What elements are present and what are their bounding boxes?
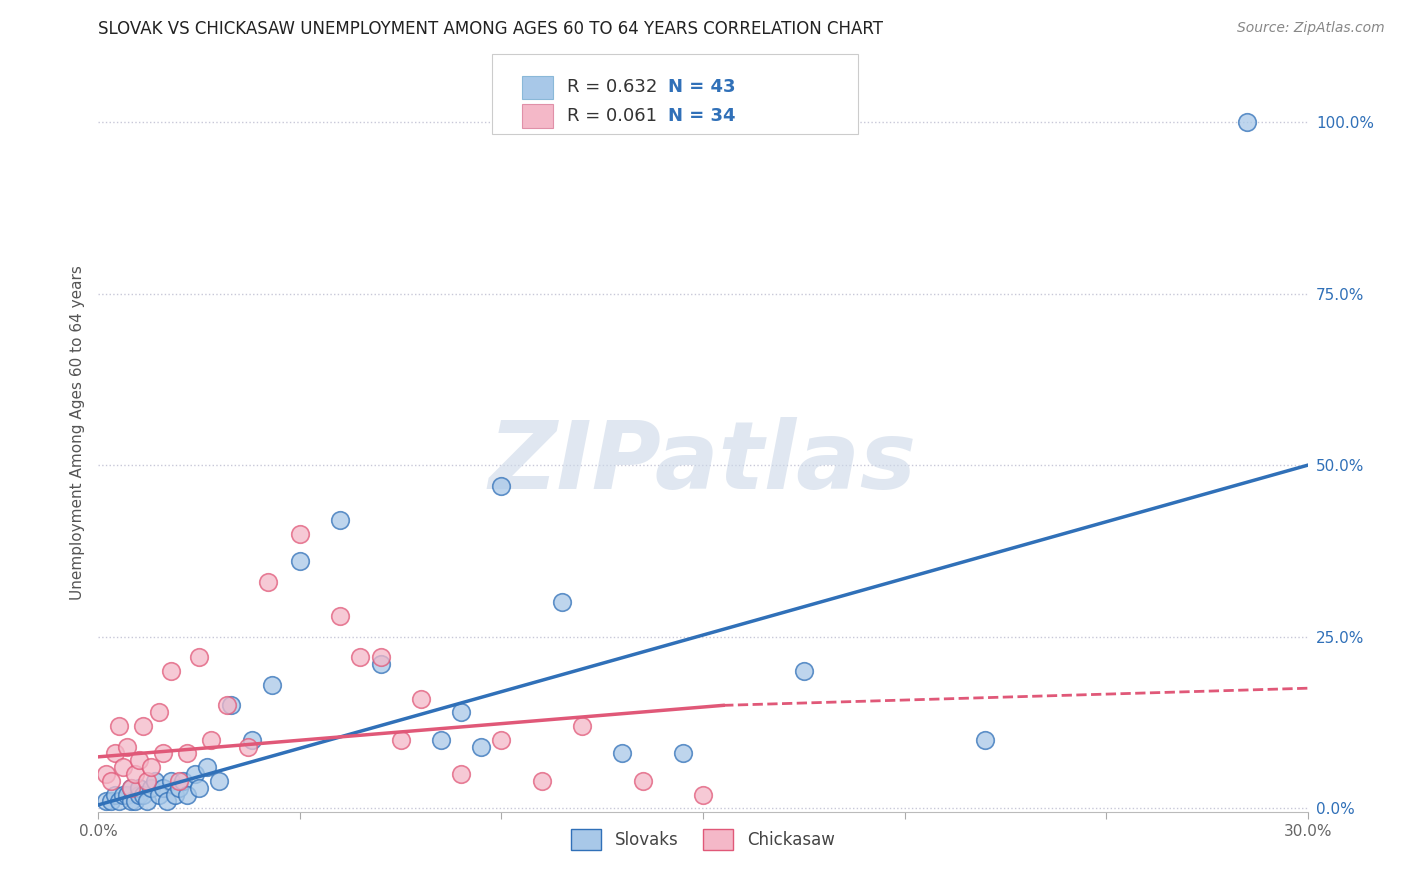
Point xyxy=(148,788,170,802)
Point xyxy=(260,678,283,692)
Text: Source: ZipAtlas.com: Source: ZipAtlas.com xyxy=(1237,21,1385,36)
Point xyxy=(221,698,243,713)
Point xyxy=(115,788,138,802)
Point xyxy=(139,760,162,774)
Point xyxy=(132,788,155,802)
Point xyxy=(612,747,634,761)
Point xyxy=(120,780,142,795)
Point xyxy=(1236,115,1258,129)
Point xyxy=(143,773,166,788)
Text: R = 0.061: R = 0.061 xyxy=(567,107,673,125)
Point xyxy=(124,767,146,781)
Point xyxy=(491,479,513,493)
Point xyxy=(470,739,492,754)
Point xyxy=(160,664,183,678)
Point xyxy=(530,773,553,788)
Point xyxy=(551,595,574,609)
Point xyxy=(96,794,118,808)
Point xyxy=(100,794,122,808)
Point xyxy=(103,747,125,761)
Point xyxy=(240,732,263,747)
Point xyxy=(200,732,222,747)
Text: N = 34: N = 34 xyxy=(668,107,735,125)
Point xyxy=(152,780,174,795)
Point xyxy=(132,719,155,733)
Point xyxy=(107,719,129,733)
Point xyxy=(349,650,371,665)
Point xyxy=(631,773,654,788)
Point xyxy=(156,794,179,808)
Point xyxy=(111,760,134,774)
Point xyxy=(329,609,352,624)
Text: ZIPatlas: ZIPatlas xyxy=(489,417,917,509)
Legend: Slovaks, Chickasaw: Slovaks, Chickasaw xyxy=(565,822,841,856)
Point xyxy=(974,732,997,747)
Point xyxy=(450,705,472,719)
Point xyxy=(128,788,150,802)
Point xyxy=(115,739,138,754)
Point xyxy=(139,780,162,795)
Point xyxy=(100,773,122,788)
Text: SLOVAK VS CHICKASAW UNEMPLOYMENT AMONG AGES 60 TO 64 YEARS CORRELATION CHART: SLOVAK VS CHICKASAW UNEMPLOYMENT AMONG A… xyxy=(98,21,883,38)
Point xyxy=(111,788,134,802)
Point xyxy=(692,788,714,802)
Point xyxy=(128,753,150,767)
Point xyxy=(188,650,211,665)
Point xyxy=(120,780,142,795)
Point xyxy=(389,732,412,747)
Point xyxy=(135,773,157,788)
Point xyxy=(148,705,170,719)
Point xyxy=(163,788,186,802)
Point xyxy=(217,698,239,713)
Point xyxy=(124,794,146,808)
Point xyxy=(329,513,352,527)
Point xyxy=(135,794,157,808)
Point xyxy=(450,767,472,781)
Point xyxy=(288,526,311,541)
Point xyxy=(370,657,392,672)
Point xyxy=(793,664,815,678)
Point xyxy=(103,788,125,802)
Point xyxy=(188,780,211,795)
Point xyxy=(672,747,695,761)
Y-axis label: Unemployment Among Ages 60 to 64 years: Unemployment Among Ages 60 to 64 years xyxy=(69,265,84,600)
Point xyxy=(288,554,311,568)
Point xyxy=(167,780,190,795)
Point xyxy=(167,773,190,788)
Point xyxy=(195,760,218,774)
Point xyxy=(184,767,207,781)
Point xyxy=(160,773,183,788)
Point xyxy=(172,773,194,788)
Point xyxy=(256,574,278,589)
Point xyxy=(176,747,198,761)
Point xyxy=(128,780,150,795)
Point xyxy=(430,732,453,747)
Point xyxy=(491,732,513,747)
Point xyxy=(370,650,392,665)
Point xyxy=(236,739,259,754)
Point xyxy=(176,788,198,802)
Text: N = 43: N = 43 xyxy=(668,78,735,96)
Text: R = 0.632: R = 0.632 xyxy=(567,78,675,96)
Point xyxy=(120,794,142,808)
Point xyxy=(571,719,593,733)
Point xyxy=(96,767,118,781)
Point xyxy=(208,773,231,788)
Point xyxy=(152,747,174,761)
Point xyxy=(409,691,432,706)
Point xyxy=(107,794,129,808)
